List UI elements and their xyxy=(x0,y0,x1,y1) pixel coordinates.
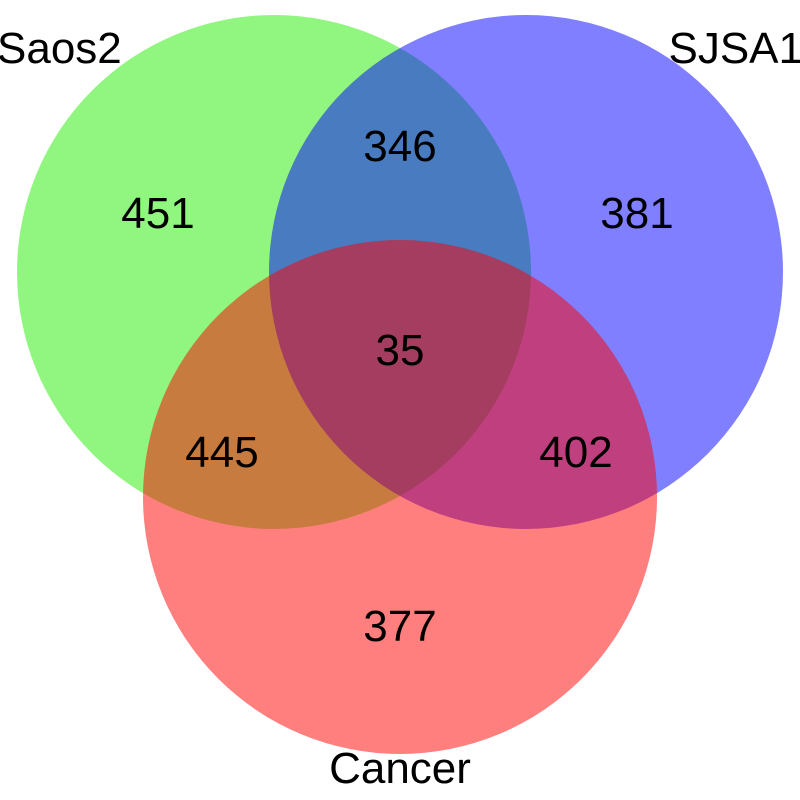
count-saos2-sjsa1: 346 xyxy=(363,122,436,171)
circle-cancer xyxy=(143,240,657,754)
count-all-three: 35 xyxy=(376,326,425,375)
set-label-cancer: Cancer xyxy=(329,744,471,793)
set-labels: Saos2 SJSA1 Cancer xyxy=(0,24,800,793)
count-cancer-only: 377 xyxy=(363,602,436,651)
region-counts: 451 381 346 35 445 402 377 xyxy=(121,122,673,651)
set-label-sjsa1: SJSA1 xyxy=(668,24,800,73)
count-sjsa1-only: 381 xyxy=(600,189,673,238)
count-saos2-cancer: 445 xyxy=(185,428,258,477)
venn-circles xyxy=(17,15,783,754)
set-label-saos2: Saos2 xyxy=(0,24,122,73)
count-sjsa1-cancer: 402 xyxy=(539,428,612,477)
count-saos2-only: 451 xyxy=(121,189,194,238)
